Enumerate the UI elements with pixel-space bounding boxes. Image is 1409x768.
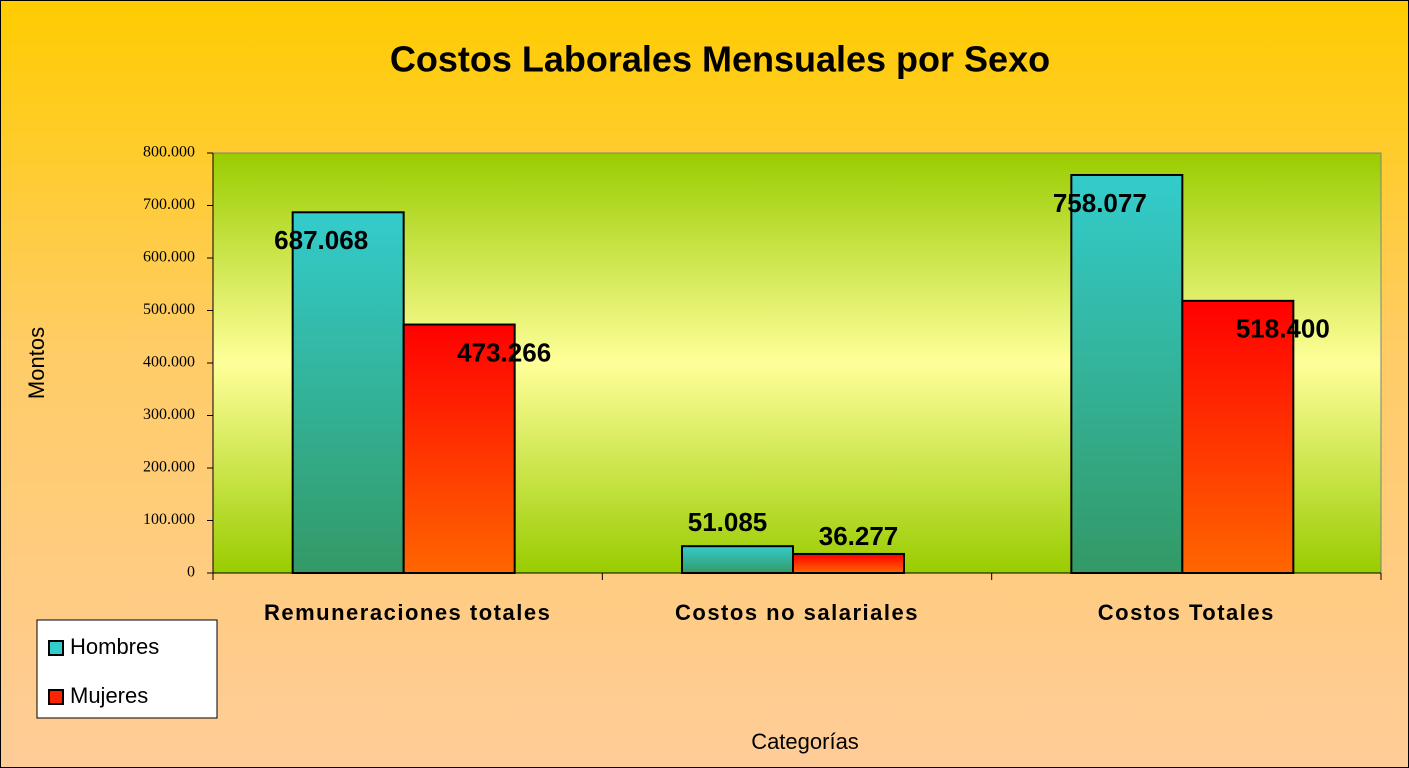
value-label: 473.266: [457, 337, 551, 367]
y-tick-label: 500.000: [143, 301, 195, 318]
y-tick-label: 800.000: [143, 144, 195, 161]
y-axis-label: Montos: [24, 327, 49, 399]
bar: [681, 545, 794, 574]
bar: [291, 211, 405, 574]
y-tick-label: 100.000: [143, 511, 195, 528]
y-tick-label: 600.000: [143, 249, 195, 266]
y-tick-label: 400.000: [143, 354, 195, 371]
y-tick-label: 200.000: [143, 459, 195, 476]
legend-label: Mujeres: [70, 683, 148, 708]
legend-swatch: [48, 689, 64, 705]
value-label: 51.085: [688, 507, 768, 537]
x-tick-label: Costos no salariales: [675, 600, 919, 625]
chart-title: Costos Laborales Mensuales por Sexo: [390, 39, 1050, 80]
bar: [1181, 299, 1295, 574]
legend: [36, 619, 218, 719]
value-label: 687.068: [274, 225, 368, 255]
legend-swatch: [48, 640, 64, 656]
bar: [1070, 174, 1184, 574]
bar: [792, 552, 905, 575]
x-axis-label: Categorías: [751, 729, 859, 754]
x-tick-label: Costos Totales: [1097, 600, 1275, 625]
value-label: 758.077: [1053, 188, 1147, 218]
x-tick-label: Remuneraciones totales: [264, 600, 552, 625]
value-label: 36.277: [819, 521, 899, 551]
y-tick-label: 300.000: [143, 406, 195, 423]
value-label: 518.400: [1236, 314, 1330, 344]
y-tick-label: 0: [187, 564, 195, 581]
legend-label: Hombres: [70, 634, 159, 659]
bar: [402, 323, 516, 574]
y-tick-label: 700.000: [143, 196, 195, 213]
